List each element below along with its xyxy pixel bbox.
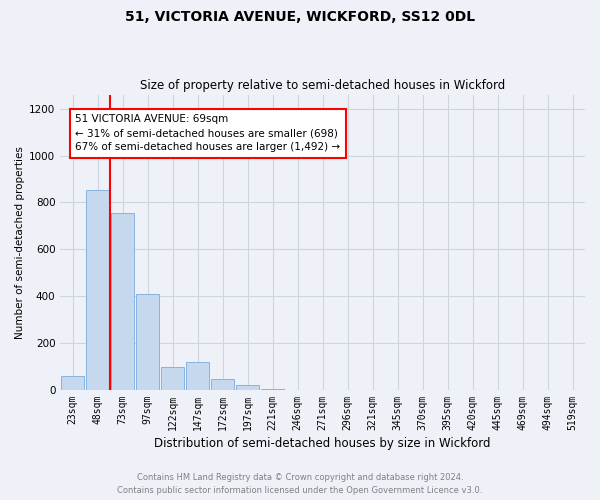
Bar <box>261 389 284 390</box>
Bar <box>161 366 184 390</box>
Title: Size of property relative to semi-detached houses in Wickford: Size of property relative to semi-detach… <box>140 79 505 92</box>
Bar <box>186 362 209 390</box>
Y-axis label: Number of semi-detached properties: Number of semi-detached properties <box>15 146 25 338</box>
Bar <box>136 294 159 390</box>
Bar <box>61 376 84 390</box>
Bar <box>211 380 234 390</box>
Text: Contains HM Land Registry data © Crown copyright and database right 2024.
Contai: Contains HM Land Registry data © Crown c… <box>118 474 482 495</box>
Text: 51, VICTORIA AVENUE, WICKFORD, SS12 0DL: 51, VICTORIA AVENUE, WICKFORD, SS12 0DL <box>125 10 475 24</box>
Text: 51 VICTORIA AVENUE: 69sqm
← 31% of semi-detached houses are smaller (698)
67% of: 51 VICTORIA AVENUE: 69sqm ← 31% of semi-… <box>75 114 340 152</box>
X-axis label: Distribution of semi-detached houses by size in Wickford: Distribution of semi-detached houses by … <box>154 437 491 450</box>
Bar <box>111 213 134 390</box>
Bar <box>86 190 109 390</box>
Bar <box>236 386 259 390</box>
